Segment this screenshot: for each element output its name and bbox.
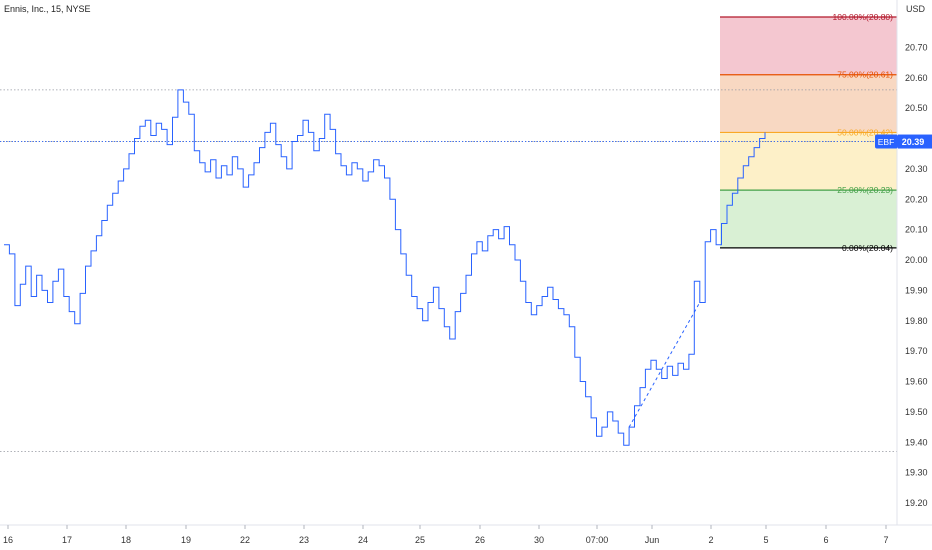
price-tag-value-box xyxy=(898,134,932,149)
x-tick-label: 23 xyxy=(299,535,309,545)
chart-title: Ennis, Inc., 15, NYSE xyxy=(4,4,91,14)
x-tick-label: 18 xyxy=(121,535,131,545)
fibonacci-zone xyxy=(720,74,897,133)
y-tick-label: 19.20 xyxy=(905,498,928,508)
y-tick-label: 20.60 xyxy=(905,73,928,83)
x-tick-label: 17 xyxy=(62,535,72,545)
y-tick-label: 20.00 xyxy=(905,255,928,265)
y-tick-label: 19.40 xyxy=(905,437,928,447)
y-axis-ticks: 20.7020.6020.5020.4020.3020.2020.1020.00… xyxy=(905,42,928,508)
y-tick-label: 19.90 xyxy=(905,285,928,295)
y-tick-label: 19.30 xyxy=(905,468,928,478)
fibonacci-zone xyxy=(720,132,897,191)
y-tick-label: 20.70 xyxy=(905,42,928,52)
y-axis-panel[interactable] xyxy=(897,0,932,525)
x-tick-label: 25 xyxy=(415,535,425,545)
x-tick-label: 30 xyxy=(534,535,544,545)
x-tick-label: 07:00 xyxy=(586,535,609,545)
price-tag-value: 20.39 xyxy=(902,137,925,147)
price-tag-symbol-box xyxy=(875,134,898,149)
x-tick-label: 2 xyxy=(708,535,713,545)
x-tick-label: 16 xyxy=(3,535,13,545)
y-tick-label: 19.60 xyxy=(905,377,928,387)
y-tick-label: 20.30 xyxy=(905,164,928,174)
fibonacci-level-label: 25.00%(20.23) xyxy=(837,185,893,195)
y-tick-label: 19.80 xyxy=(905,316,928,326)
x-tick-label: 22 xyxy=(240,535,250,545)
fibonacci-level-label: 75.00%(20.61) xyxy=(837,70,893,80)
x-tick-label: 19 xyxy=(181,535,191,545)
price-series xyxy=(0,89,897,446)
reference-lines xyxy=(0,89,897,452)
x-axis-ticks: 16 17 18 19 22 23 24 25 26 30 07:00 Jun 2 5 6 7 xyxy=(3,525,889,545)
current-price-tag: EBF 20.39 xyxy=(875,134,932,149)
fibonacci-level-label: 100.00%(20.80) xyxy=(833,12,894,22)
x-tick-label: 5 xyxy=(763,535,768,545)
y-tick-label: 19.70 xyxy=(905,346,928,356)
x-tick-label: 6 xyxy=(823,535,828,545)
y-tick-label: 20.20 xyxy=(905,194,928,204)
y-tick-label: 20.10 xyxy=(905,225,928,235)
y-tick-label: 20.50 xyxy=(905,103,928,113)
price-line xyxy=(4,89,766,446)
x-tick-label: Jun xyxy=(645,535,660,545)
x-tick-label: 26 xyxy=(475,535,485,545)
x-tick-label: 7 xyxy=(883,535,888,545)
price-tag-symbol: EBF xyxy=(878,137,895,147)
fibonacci-zone xyxy=(720,17,897,75)
currency-label: USD xyxy=(906,4,926,14)
fibonacci-zone xyxy=(720,190,897,248)
x-tick-label: 24 xyxy=(358,535,368,545)
fibonacci-level-label: 50.00%(20.42) xyxy=(837,127,893,137)
fibonacci-levels[interactable]: 100.00%(20.80) 75.00%(20.61) 50.00%(20.42)… xyxy=(720,12,897,253)
fibonacci-level-label: 0.00%(20.04) xyxy=(842,243,893,253)
y-tick-label: 19.50 xyxy=(905,407,928,417)
fibonacci-zones xyxy=(720,17,897,248)
